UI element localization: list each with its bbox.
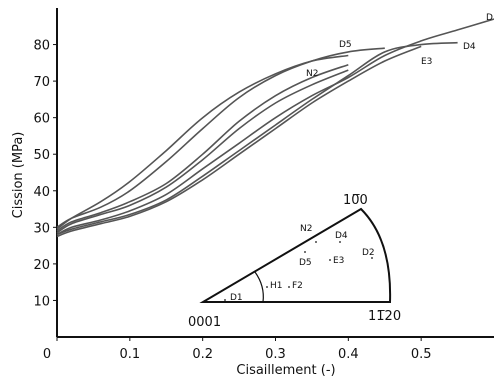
y-axis-label: Cission (MPa) xyxy=(11,132,26,219)
x-tick-label: 0.4 xyxy=(338,347,359,362)
y-tick-label: 60 xyxy=(33,112,50,127)
orientation-point-e3 xyxy=(329,259,331,261)
orientation-label-d5: D5 xyxy=(299,258,312,268)
y-tick-label: 70 xyxy=(33,75,50,90)
y-tick-group: 10 20 30 40 50 60 70 80 xyxy=(33,39,57,309)
x-tick-group: 0 0.1 0.2 0.3 0.4 0.5 xyxy=(43,337,432,362)
x-tick-label: 0.5 xyxy=(411,347,432,362)
orientation-point-d5 xyxy=(304,251,306,253)
orientation-label-h1: H1 xyxy=(270,281,283,291)
stereographic-triangle-inset: 0001 10̅0 11̅20 D1 H1 F2 D5 E3 N2 D4 D2 xyxy=(188,193,401,330)
curve-group xyxy=(56,18,494,238)
curve-n2 xyxy=(56,54,349,230)
y-tick-label: 80 xyxy=(33,39,50,54)
curve-label-d2: D xyxy=(486,13,493,23)
x-tick-label: 0.3 xyxy=(265,347,286,362)
orientation-label-f2: F2 xyxy=(292,281,303,291)
orientation-label-e3: E3 xyxy=(333,256,344,266)
curve-label-n2: N2 xyxy=(306,69,318,79)
y-tick-label: 20 xyxy=(33,258,50,273)
curve-d2 xyxy=(56,18,494,236)
curve-h1 xyxy=(56,69,349,234)
x-axis-label: Cisaillement (-) xyxy=(236,363,335,378)
triangle-corner-0001: 0001 xyxy=(188,315,221,330)
y-tick-label: 10 xyxy=(33,294,50,309)
x-tick-label: 0.2 xyxy=(192,347,213,362)
curve-f2 xyxy=(56,63,349,232)
orientation-point-d2 xyxy=(371,257,373,259)
x-tick-label: 0 xyxy=(43,347,51,362)
triangle-angle-arc xyxy=(254,271,264,303)
triangle-corner-10-10: 10̅0 xyxy=(343,193,368,208)
curve-label-d5: D5 xyxy=(339,40,352,50)
y-tick-label: 40 xyxy=(33,185,50,200)
orientation-point-n2 xyxy=(315,241,317,243)
curve-label-d4: D4 xyxy=(463,42,476,52)
orientation-label-d2: D2 xyxy=(362,248,375,258)
orientation-point-f2 xyxy=(288,286,290,288)
triangle-corner-11-20: 11̅20 xyxy=(368,309,401,324)
y-tick-label: 30 xyxy=(33,221,50,236)
orientation-label-n2: N2 xyxy=(300,224,312,234)
y-tick-label: 50 xyxy=(33,148,50,163)
orientation-label-d1: D1 xyxy=(230,293,243,303)
curve-d5 xyxy=(56,47,385,228)
curve-label-e3: E3 xyxy=(421,57,432,67)
orientation-point-d1 xyxy=(224,299,226,301)
triangle-outline xyxy=(199,207,392,303)
orientation-point-d4 xyxy=(339,241,341,243)
orientation-point-h1 xyxy=(266,286,268,288)
orientation-label-d4: D4 xyxy=(335,231,348,241)
curve-e3 xyxy=(56,45,422,238)
curve-label-group: D D4 E3 D5 N2 xyxy=(306,13,493,79)
x-tick-label: 0.1 xyxy=(119,347,140,362)
curve-d4 xyxy=(56,41,458,236)
